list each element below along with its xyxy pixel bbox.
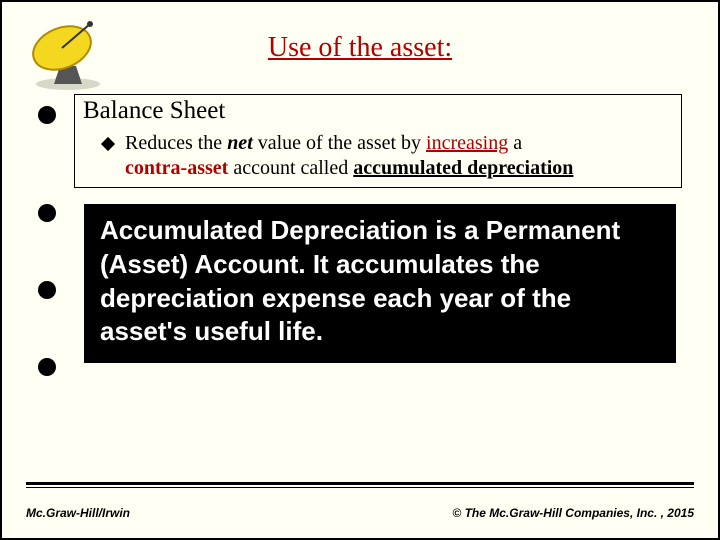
slide-title: Use of the asset: <box>2 32 718 64</box>
footer: Mc.Graw-Hill/Irwin © The Mc.Graw-Hill Co… <box>26 506 694 520</box>
balance-sheet-box: Balance Sheet Reduces the net value of t… <box>74 94 682 188</box>
subpoint-text: Reduces the net value of the asset by in… <box>125 131 673 181</box>
bullet-dot <box>38 204 56 222</box>
footer-rule <box>26 482 694 488</box>
bullet-dot <box>38 106 56 124</box>
bullet-dot <box>38 281 56 299</box>
bullet-column <box>38 106 56 435</box>
balance-sheet-heading: Balance Sheet <box>83 97 673 125</box>
balance-sheet-subpoint: Reduces the net value of the asset by in… <box>83 131 673 181</box>
diamond-bullet-icon <box>101 137 115 151</box>
footer-left: Mc.Graw-Hill/Irwin <box>26 506 130 520</box>
callout-box: Accumulated Depreciation is a Permanent … <box>84 204 676 363</box>
bullet-dot <box>38 358 56 376</box>
footer-right: © The Mc.Graw-Hill Companies, Inc. , 201… <box>452 506 694 520</box>
